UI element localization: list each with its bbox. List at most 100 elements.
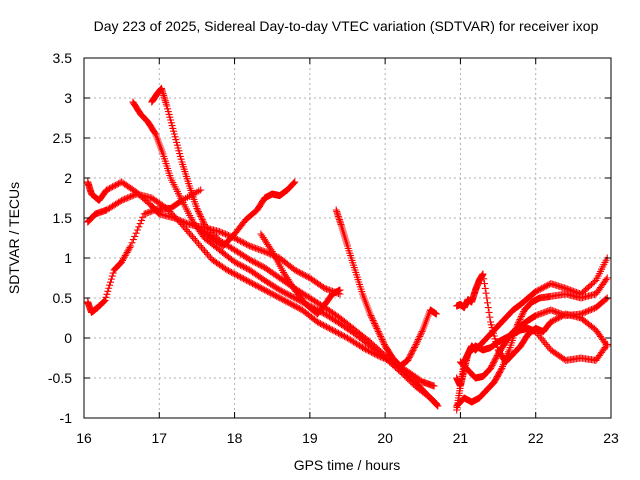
data-point xyxy=(253,282,261,290)
data-point xyxy=(290,179,298,187)
data-point xyxy=(431,399,439,407)
data-point xyxy=(286,300,294,308)
x-axis-label: GPS time / hours xyxy=(294,457,401,473)
data-point xyxy=(289,282,297,290)
data-point xyxy=(106,184,114,192)
data-point xyxy=(285,291,293,299)
data-point xyxy=(519,309,527,317)
data-point xyxy=(372,323,380,331)
data-point xyxy=(375,329,383,337)
data-point xyxy=(181,224,189,232)
data-point xyxy=(193,238,201,246)
data-point xyxy=(246,278,254,286)
data-point xyxy=(121,195,129,203)
data-point xyxy=(291,266,299,274)
data-point xyxy=(541,308,549,316)
data-point xyxy=(110,182,118,190)
data-point xyxy=(602,295,610,303)
data-point xyxy=(216,228,224,236)
data-point xyxy=(250,280,258,288)
data-point xyxy=(340,332,348,340)
data-point xyxy=(294,268,302,276)
y-tick-label: 0 xyxy=(64,330,72,346)
data-point xyxy=(105,284,113,292)
data-point xyxy=(413,339,421,347)
data-point xyxy=(119,196,127,204)
data-point xyxy=(535,286,543,294)
data-point xyxy=(337,331,345,339)
data-point xyxy=(182,219,190,227)
data-point xyxy=(587,306,595,314)
data-point xyxy=(193,204,201,212)
data-point xyxy=(188,233,196,241)
data-point xyxy=(217,228,225,236)
data-point xyxy=(484,304,492,312)
data-point xyxy=(538,335,546,343)
data-point xyxy=(362,345,370,353)
data-point xyxy=(342,333,350,341)
data-point xyxy=(240,263,248,271)
data-point xyxy=(107,275,115,283)
data-point xyxy=(292,303,300,311)
data-point xyxy=(274,293,282,301)
data-point xyxy=(548,317,556,325)
data-point xyxy=(497,366,505,374)
data-point xyxy=(107,278,115,286)
data-point xyxy=(247,243,255,251)
data-point xyxy=(377,332,385,340)
series-track-h xyxy=(332,206,440,370)
data-point xyxy=(223,231,231,239)
data-point xyxy=(184,220,192,228)
data-point xyxy=(243,264,251,272)
data-point xyxy=(187,231,195,239)
data-point xyxy=(259,234,267,242)
data-point xyxy=(259,285,267,293)
data-point xyxy=(235,272,243,280)
data-point xyxy=(515,317,523,325)
data-point xyxy=(291,294,299,302)
data-point xyxy=(319,321,327,329)
data-point xyxy=(199,245,207,253)
data-point xyxy=(586,306,594,314)
data-point xyxy=(261,286,269,294)
data-point xyxy=(336,286,344,294)
data-point xyxy=(205,225,213,233)
y-tick-label: -0.5 xyxy=(48,370,72,386)
data-point xyxy=(276,286,284,294)
data-point xyxy=(172,214,180,222)
data-point xyxy=(146,208,154,216)
data-point xyxy=(542,340,550,348)
data-point xyxy=(376,331,384,339)
data-point xyxy=(256,261,264,269)
data-point xyxy=(414,337,422,345)
data-point xyxy=(252,281,260,289)
data-point xyxy=(274,285,282,293)
data-point xyxy=(294,304,302,312)
data-point xyxy=(414,336,422,344)
data-point xyxy=(246,242,254,250)
data-point xyxy=(550,307,558,315)
data-point xyxy=(246,256,254,264)
data-point xyxy=(125,193,133,201)
x-tick-label: 20 xyxy=(377,430,393,446)
data-point xyxy=(553,315,561,323)
plot-border xyxy=(83,57,612,419)
data-point xyxy=(315,319,323,327)
data-point xyxy=(285,299,293,307)
data-point xyxy=(336,330,344,338)
data-point xyxy=(270,291,278,299)
data-point xyxy=(280,288,288,296)
data-point xyxy=(202,222,210,230)
data-point xyxy=(229,269,237,277)
data-point xyxy=(377,334,385,342)
data-point xyxy=(380,339,388,347)
data-point xyxy=(292,267,300,275)
x-tick-label: 18 xyxy=(227,430,243,446)
data-point xyxy=(109,183,117,191)
data-point xyxy=(133,226,141,234)
y-tick-label: -1 xyxy=(60,410,73,426)
data-point xyxy=(190,234,198,242)
data-point xyxy=(559,310,567,318)
data-point xyxy=(303,272,311,280)
data-point xyxy=(170,212,178,220)
